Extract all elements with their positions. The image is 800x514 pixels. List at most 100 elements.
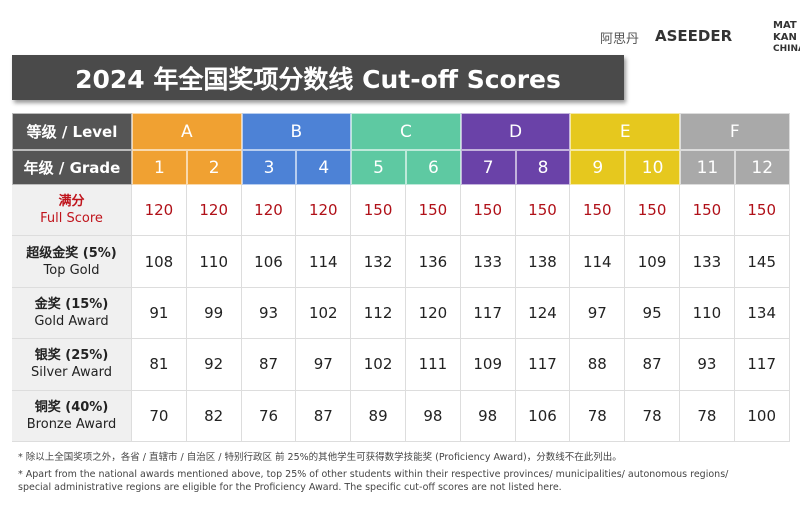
logo-text: CHINA bbox=[773, 44, 800, 54]
score-cell: 82 bbox=[186, 390, 242, 442]
score-cell: 98 bbox=[460, 390, 516, 442]
score-cell: 150 bbox=[680, 185, 735, 237]
score-cell: 124 bbox=[515, 287, 571, 340]
score-cell: 120 bbox=[406, 287, 461, 340]
level-cell: C bbox=[351, 113, 461, 150]
score-cell: 120 bbox=[132, 185, 187, 237]
logo-text: ASEEDER bbox=[655, 27, 733, 45]
score-cell: 120 bbox=[296, 185, 352, 237]
score-cell: 93 bbox=[680, 339, 735, 391]
score-cell: 138 bbox=[515, 236, 571, 288]
score-cell: 98 bbox=[406, 390, 461, 442]
score-cell: 87 bbox=[296, 390, 352, 442]
row-label-cn: 铜奖 (40%) bbox=[34, 399, 109, 415]
grade-cell: 10 bbox=[625, 150, 680, 185]
header-cell: 等级 / Level bbox=[12, 113, 132, 150]
level-cell: D bbox=[460, 113, 571, 150]
level-cell: F bbox=[680, 113, 790, 150]
score-cell: 150 bbox=[570, 185, 626, 237]
grade-cell: 6 bbox=[406, 150, 461, 185]
grade-cell: 12 bbox=[734, 150, 790, 185]
score-cell: 78 bbox=[570, 390, 626, 442]
score-cell: 117 bbox=[515, 339, 571, 391]
score-cell: 99 bbox=[186, 287, 242, 340]
score-cell: 150 bbox=[460, 185, 516, 237]
score-cell: 100 bbox=[734, 390, 790, 442]
grade-cell: 5 bbox=[351, 150, 406, 185]
grade-cell: 1 bbox=[132, 150, 187, 185]
title: 2024 年全国奖项分数线 Cut-off Scores bbox=[12, 55, 624, 100]
score-cell: 109 bbox=[625, 236, 680, 288]
score-cell: 150 bbox=[625, 185, 680, 237]
score-cell: 111 bbox=[406, 339, 461, 391]
score-cell: 134 bbox=[734, 287, 790, 340]
row-label: 铜奖 (40%) Bronze Award bbox=[12, 390, 132, 442]
score-cell: 117 bbox=[460, 287, 516, 340]
level-cell: B bbox=[241, 113, 352, 150]
score-cell: 102 bbox=[296, 287, 352, 340]
header-cell: 年级 / Grade bbox=[12, 150, 132, 185]
grade-cell: 8 bbox=[515, 150, 571, 185]
score-cell: 133 bbox=[680, 236, 735, 288]
level-cell: E bbox=[570, 113, 680, 150]
level-cell: A bbox=[132, 113, 242, 150]
score-cell: 120 bbox=[186, 185, 242, 237]
score-cell: 109 bbox=[460, 339, 516, 391]
score-cell: 133 bbox=[460, 236, 516, 288]
score-cell: 78 bbox=[625, 390, 680, 442]
score-cell: 150 bbox=[351, 185, 406, 237]
grade-cell: 2 bbox=[186, 150, 242, 185]
score-cell: 97 bbox=[570, 287, 626, 340]
row-label: 银奖 (25%) Silver Award bbox=[12, 339, 132, 391]
score-cell: 70 bbox=[132, 390, 187, 442]
score-cell: 110 bbox=[186, 236, 242, 288]
logo-text: MAT bbox=[773, 20, 797, 31]
score-cell: 87 bbox=[241, 339, 297, 391]
logo-text: KAN bbox=[773, 32, 797, 43]
row-label: 满分 Full Score bbox=[12, 185, 132, 237]
score-cell: 76 bbox=[241, 390, 297, 442]
score-cell: 89 bbox=[351, 390, 406, 442]
score-cell: 93 bbox=[241, 287, 297, 340]
score-cell: 114 bbox=[296, 236, 352, 288]
score-cell: 132 bbox=[351, 236, 406, 288]
footnote: * Apart from the national awards mention… bbox=[18, 469, 729, 493]
score-cell: 136 bbox=[406, 236, 461, 288]
score-cell: 92 bbox=[186, 339, 242, 391]
score-cell: 112 bbox=[351, 287, 406, 340]
row-label-en: Gold Award bbox=[34, 313, 109, 329]
score-cell: 150 bbox=[734, 185, 790, 237]
grade-cell: 7 bbox=[460, 150, 516, 185]
row-label-cn: 满分 bbox=[58, 194, 85, 210]
grade-cell: 4 bbox=[296, 150, 352, 185]
score-cell: 88 bbox=[570, 339, 626, 391]
score-cell: 106 bbox=[515, 390, 571, 442]
grade-cell: 11 bbox=[680, 150, 735, 185]
score-cell: 150 bbox=[406, 185, 461, 237]
row-label-en: Silver Award bbox=[31, 365, 112, 381]
score-cell: 110 bbox=[680, 287, 735, 340]
row-label-cn: 超级金奖 (5%) bbox=[26, 245, 117, 261]
score-cell: 114 bbox=[570, 236, 626, 288]
row-label-en: Bronze Award bbox=[26, 416, 117, 432]
score-cell: 120 bbox=[241, 185, 297, 237]
row-label-cn: 银奖 (25%) bbox=[34, 348, 109, 364]
score-cell: 102 bbox=[351, 339, 406, 391]
grade-cell: 3 bbox=[241, 150, 297, 185]
row-label-en: Top Gold bbox=[43, 262, 100, 278]
grade-cell: 9 bbox=[570, 150, 626, 185]
row-label: 金奖 (15%) Gold Award bbox=[12, 287, 132, 340]
footnote: * 除以上全国奖项之外，各省 / 直辖市 / 自治区 / 特别行政区 前 25%… bbox=[18, 452, 622, 463]
score-cell: 117 bbox=[734, 339, 790, 391]
score-cell: 106 bbox=[241, 236, 297, 288]
score-cell: 150 bbox=[515, 185, 571, 237]
score-cell: 81 bbox=[132, 339, 187, 391]
score-cell: 78 bbox=[680, 390, 735, 442]
score-cell: 108 bbox=[132, 236, 187, 288]
score-cell: 87 bbox=[625, 339, 680, 391]
row-label-cn: 金奖 (15%) bbox=[34, 296, 109, 312]
score-cell: 91 bbox=[132, 287, 187, 340]
score-cell: 145 bbox=[734, 236, 790, 288]
row-label-en: Full Score bbox=[40, 211, 103, 227]
